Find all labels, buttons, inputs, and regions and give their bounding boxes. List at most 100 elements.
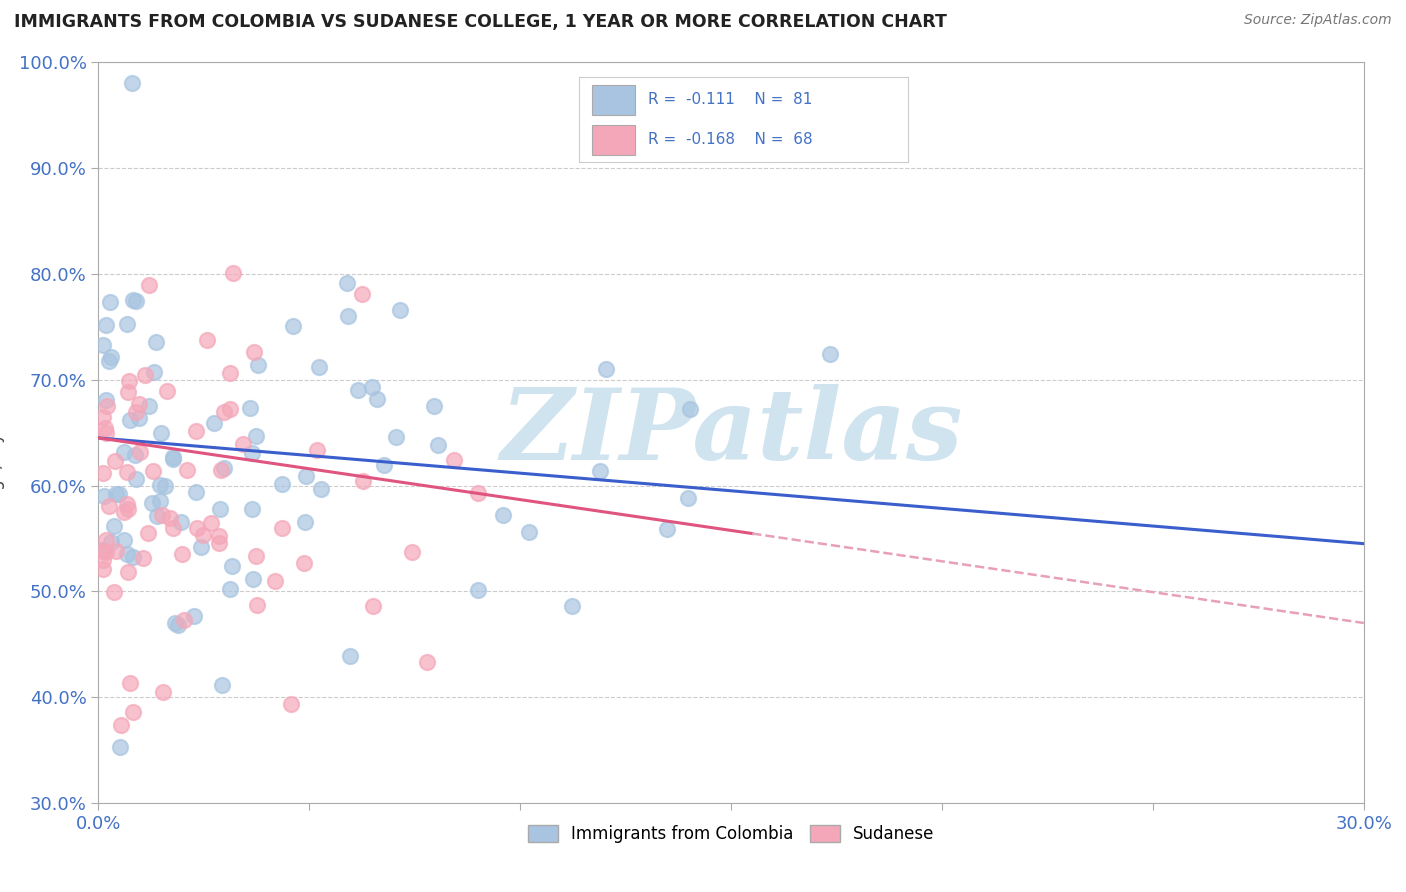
Point [134,368,156,382]
Point [121,706,143,720]
Point [173,613,195,627]
Point [104,453,127,467]
Point [100,534,122,549]
Point [103,519,125,533]
Point [138,277,160,292]
Point [218,401,240,416]
Point [91,410,114,425]
Point [172,547,194,561]
Point [162,451,184,466]
Point [207,536,229,550]
Point [373,458,395,473]
Point [360,380,382,394]
Point [117,385,139,400]
Point [128,411,150,425]
Point [104,487,127,501]
Point [170,515,193,529]
Point [242,502,264,516]
Point [165,616,187,631]
Point [117,502,139,516]
Point [115,465,138,479]
Text: ZIPatlas: ZIPatlas [501,384,962,481]
Point [115,318,138,332]
Point [96,393,118,408]
Point [142,464,165,478]
Point [110,740,132,755]
Point [337,309,360,323]
Point [247,358,270,372]
Point [202,416,225,430]
Point [97,354,120,368]
Point [232,437,254,451]
Point [159,510,181,524]
Point [280,697,302,711]
Point [245,429,267,443]
Point [366,392,388,406]
Point [128,397,150,411]
Point [122,293,145,307]
Point [655,522,678,536]
Point [152,685,174,699]
Point [818,347,841,361]
Point [143,365,166,379]
Point [132,551,155,566]
Point [115,497,138,511]
Point [94,421,117,435]
Point [91,338,114,352]
Point [347,383,370,397]
Point [150,508,173,523]
Point [149,494,172,508]
Point [110,717,132,731]
Point [676,491,699,506]
Point [96,318,118,333]
Point [121,76,143,90]
Point [218,366,240,380]
Point [678,401,700,416]
Point [98,294,121,309]
Point [270,521,292,535]
Point [91,561,114,575]
Point [295,469,318,483]
Point [93,490,115,504]
Point [166,617,188,632]
Point [245,549,267,563]
Point [361,599,384,613]
Point [190,540,212,554]
Point [193,528,215,542]
Point [186,521,208,535]
Y-axis label: College, 1 year or more: College, 1 year or more [0,334,4,531]
Point [211,678,233,692]
Point [467,583,489,598]
Point [125,472,148,486]
Point [242,572,264,586]
Point [492,508,515,522]
Point [94,545,117,559]
Point [150,426,173,441]
Point [219,582,242,596]
Point [336,276,359,290]
Point [96,399,118,413]
Point [423,399,446,413]
Point [104,544,127,558]
Point [118,676,141,690]
Point [183,609,205,624]
Point [91,467,114,481]
Point [98,500,121,514]
Point [264,574,287,588]
Point [112,506,135,520]
Point [339,648,361,663]
Point [426,438,449,452]
Point [443,452,465,467]
Point [153,479,176,493]
Point [149,478,172,492]
Point [176,463,198,477]
Point [141,496,163,510]
Text: Source: ZipAtlas.com: Source: ZipAtlas.com [1244,13,1392,28]
Point [112,533,135,547]
Point [294,516,316,530]
Point [416,655,439,669]
Point [305,442,328,457]
Point [243,344,266,359]
Point [401,545,423,559]
Point [246,599,269,613]
